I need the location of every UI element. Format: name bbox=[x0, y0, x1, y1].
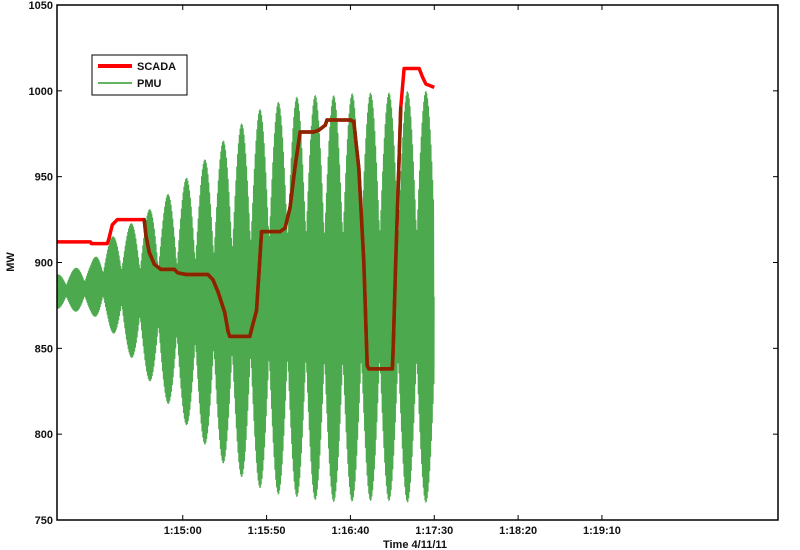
scada-overlap-segment bbox=[397, 106, 403, 162]
y-tick-label: 800 bbox=[35, 429, 53, 441]
scada-overlap-segment bbox=[222, 310, 230, 333]
scada-overlap-segment bbox=[147, 250, 157, 266]
scada-overlap-segment bbox=[142, 217, 148, 237]
scada-overlap-segment bbox=[249, 308, 259, 332]
pmu-line bbox=[57, 90, 435, 503]
y-tick-label: 900 bbox=[35, 258, 53, 270]
legend-label-pmu: PMU bbox=[137, 78, 162, 90]
y-tick-label: 750 bbox=[35, 515, 53, 527]
scada-overlap-segment bbox=[144, 233, 151, 254]
scada-overlap-segment bbox=[352, 119, 361, 170]
scada-overlap-segment bbox=[216, 289, 227, 315]
x-tick-label: 1:19:10 bbox=[583, 525, 621, 537]
y-tick-label: 950 bbox=[35, 172, 53, 184]
scada-overlap-segment bbox=[390, 346, 395, 371]
scada-overlap-segment bbox=[362, 260, 369, 368]
legend-label-scada: SCADA bbox=[137, 61, 176, 73]
legend: SCADA PMU bbox=[91, 54, 188, 96]
scada-overlap-segment bbox=[357, 166, 366, 265]
scada-overlap-segment bbox=[391, 260, 398, 351]
y-axis-label: MW bbox=[5, 252, 17, 272]
scada-overlap-segment bbox=[211, 277, 220, 294]
legend-box bbox=[91, 54, 188, 96]
x-tick-label: 1:16:40 bbox=[331, 525, 369, 537]
pmu-series bbox=[57, 90, 435, 503]
x-tick-label: 1:15:00 bbox=[164, 525, 202, 537]
y-tick-label: 1050 bbox=[29, 0, 53, 12]
y-tick-label: 850 bbox=[35, 343, 53, 355]
scada-overlap-segment bbox=[293, 130, 302, 169]
y-axis: 750 800 850 900 950 1000 1050 bbox=[29, 0, 778, 527]
scada-overlap-segment bbox=[283, 205, 292, 230]
x-tick-label: 1:17:30 bbox=[415, 525, 453, 537]
x-tick-label: 1:18:20 bbox=[499, 525, 537, 537]
y-tick-label: 1000 bbox=[29, 86, 53, 98]
scada-overlap-segment bbox=[254, 229, 264, 313]
x-axis: 1:15:00 1:15:50 1:16:40 1:17:30 1:18:20 1:19:… bbox=[164, 5, 621, 537]
scada-overlap-segment bbox=[393, 157, 401, 265]
x-tick-label: 1:15:50 bbox=[248, 525, 286, 537]
scada-overlap-segment bbox=[288, 164, 297, 210]
x-axis-label: Time 4/11/11 bbox=[383, 539, 447, 550]
scada-series bbox=[57, 66, 435, 371]
